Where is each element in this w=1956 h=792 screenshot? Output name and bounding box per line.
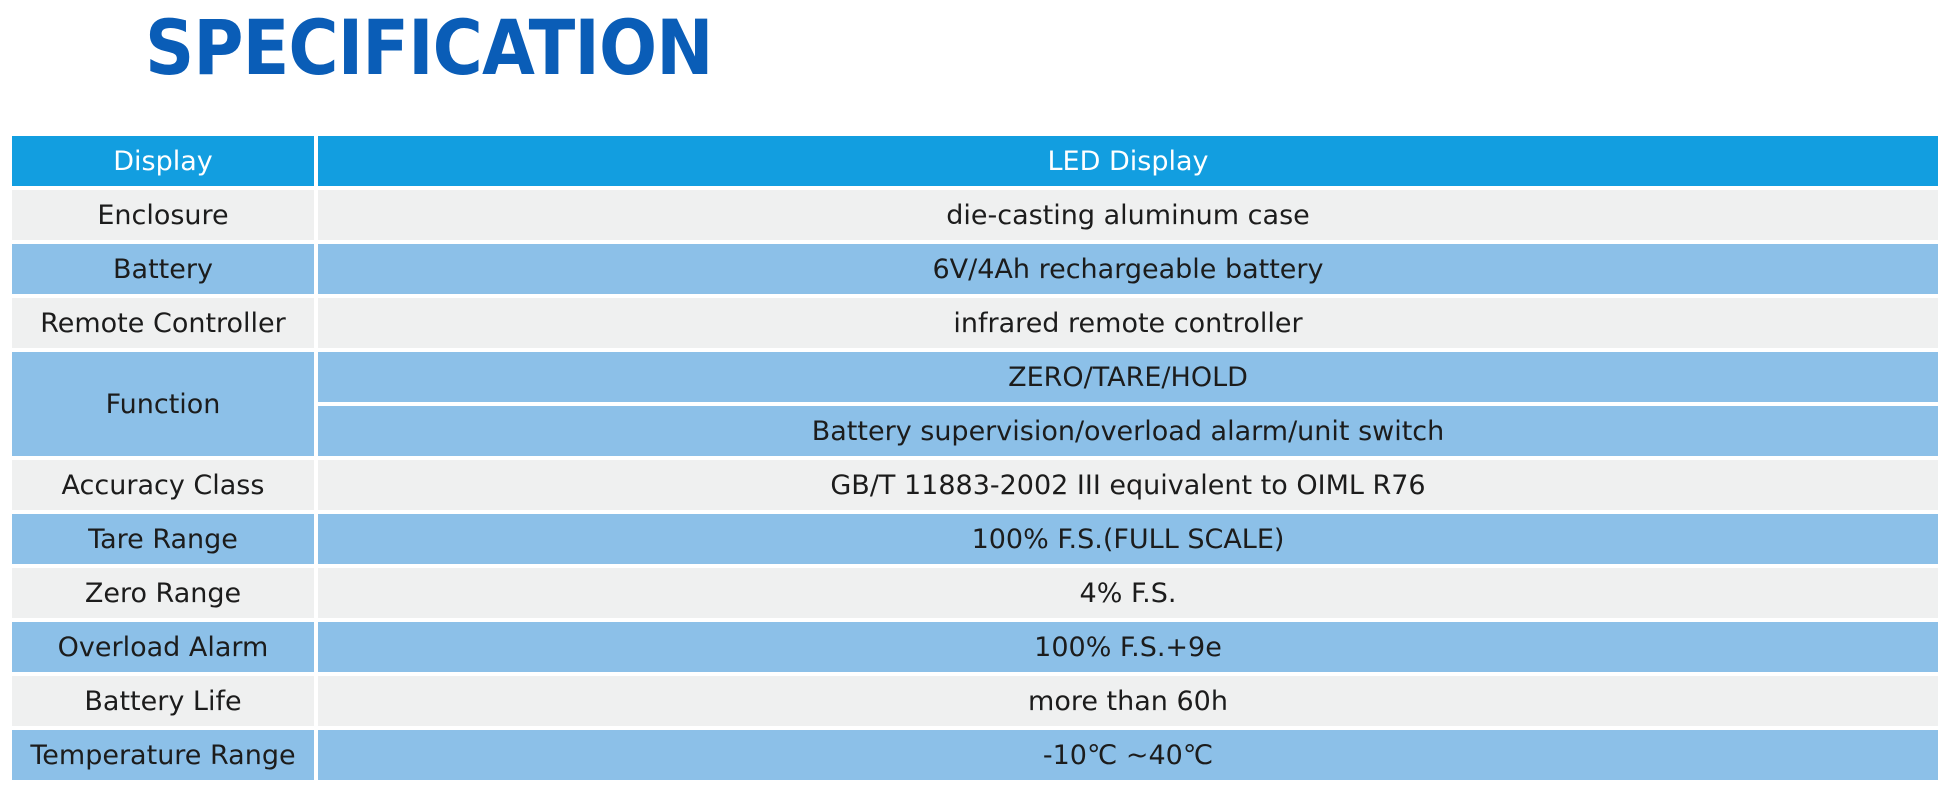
spec-value: -10℃ ~40℃ xyxy=(318,730,1938,780)
table-row: Zero Range 4% F.S. xyxy=(12,568,1938,618)
header-label-cell: Display xyxy=(12,136,314,186)
spec-label: Remote Controller xyxy=(12,298,314,348)
spec-label: Zero Range xyxy=(12,568,314,618)
spec-value: ZERO/TARE/HOLD xyxy=(318,352,1938,402)
spec-label: Temperature Range xyxy=(12,730,314,780)
spec-label: Function xyxy=(12,352,314,456)
spec-label: Tare Range xyxy=(12,514,314,564)
spec-value: infrared remote controller xyxy=(318,298,1938,348)
table-row: Battery supervision/overload alarm/unit … xyxy=(12,406,1938,456)
table-row: Enclosure die-casting aluminum case xyxy=(12,190,1938,240)
table-row: Battery Life more than 60h xyxy=(12,676,1938,726)
spec-value: 6V/4Ah rechargeable battery xyxy=(318,244,1938,294)
specification-table: Display LED Display Enclosure die-castin… xyxy=(8,132,1942,784)
spec-value: 100% F.S.(FULL SCALE) xyxy=(318,514,1938,564)
table-row: Overload Alarm 100% F.S.+9e xyxy=(12,622,1938,672)
table-row: Remote Controller infrared remote contro… xyxy=(12,298,1938,348)
table-row: Function ZERO/TARE/HOLD xyxy=(12,352,1938,456)
spec-label: Accuracy Class xyxy=(12,460,314,510)
spec-label: Enclosure xyxy=(12,190,314,240)
spec-value: Battery supervision/overload alarm/unit … xyxy=(318,406,1938,456)
table-row: Battery 6V/4Ah rechargeable battery xyxy=(12,244,1938,294)
spec-value: GB/T 11883-2002 III equivalent to OIML R… xyxy=(318,460,1938,510)
table-row: Tare Range 100% F.S.(FULL SCALE) xyxy=(12,514,1938,564)
spec-value: die-casting aluminum case xyxy=(318,190,1938,240)
spec-value: 4% F.S. xyxy=(318,568,1938,618)
spec-label: Battery xyxy=(12,244,314,294)
header-value-cell: LED Display xyxy=(318,136,1938,186)
table-row: Temperature Range -10℃ ~40℃ xyxy=(12,730,1938,780)
table-row: Accuracy Class GB/T 11883-2002 III equiv… xyxy=(12,460,1938,510)
spec-label: Battery Life xyxy=(12,676,314,726)
spec-value: 100% F.S.+9e xyxy=(318,622,1938,672)
spec-value: more than 60h xyxy=(318,676,1938,726)
table-header-row: Display LED Display xyxy=(12,136,1938,186)
spec-label: Overload Alarm xyxy=(12,622,314,672)
page-title: SPECIFICATION xyxy=(145,3,713,92)
